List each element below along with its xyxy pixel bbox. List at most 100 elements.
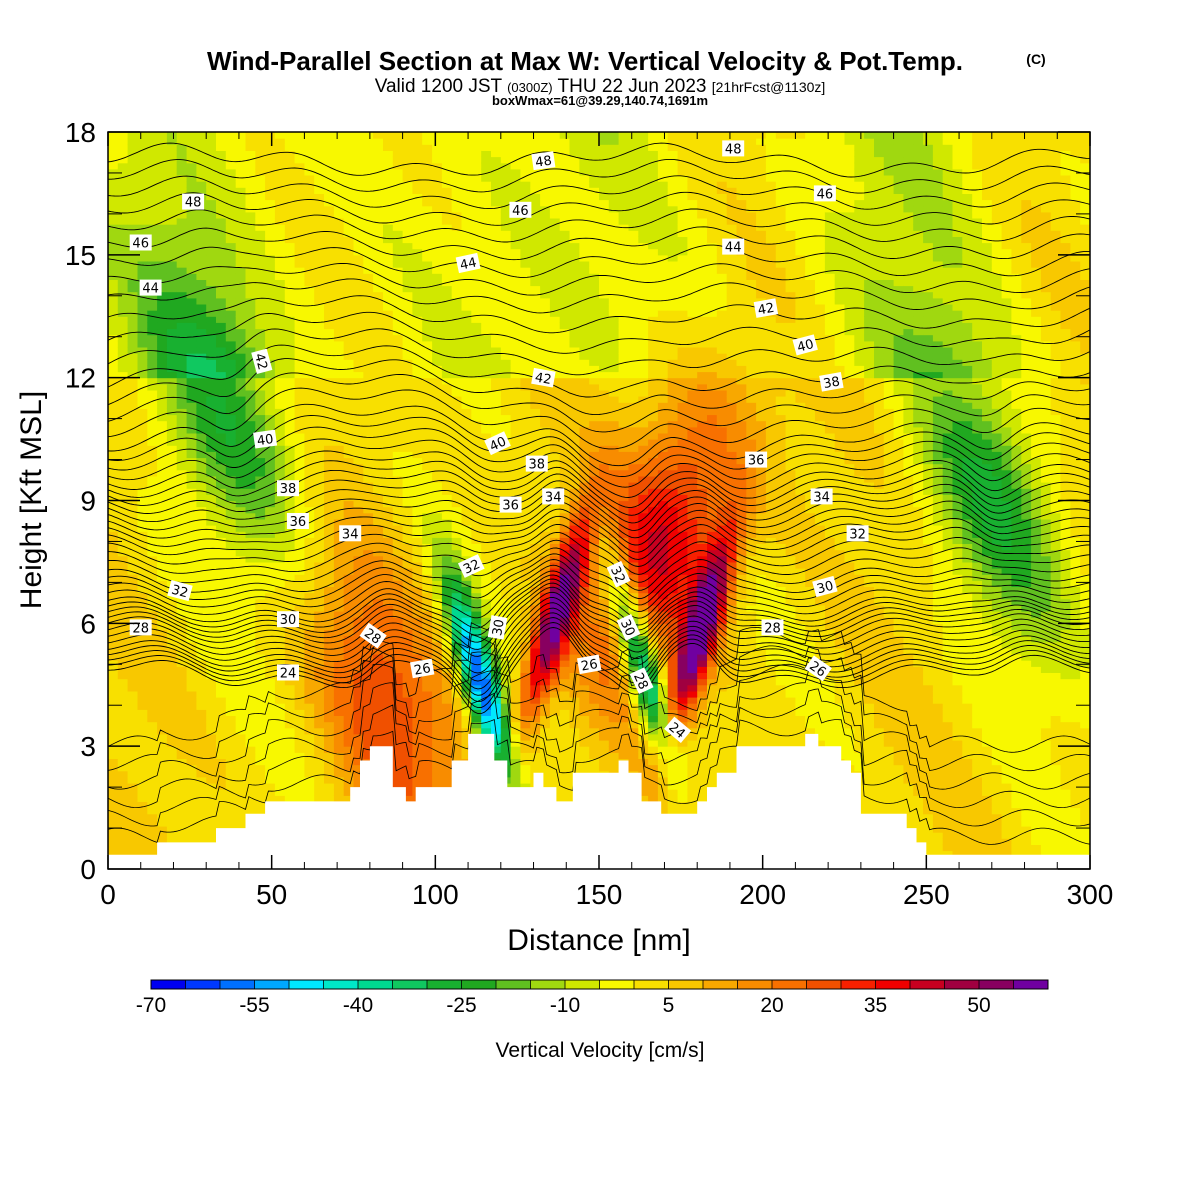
w-cell: [176, 525, 188, 532]
w-cell: [363, 586, 374, 594]
w-cell: [206, 187, 217, 194]
w-cell: [314, 469, 325, 477]
w-cell: [373, 156, 384, 164]
w-cell: [294, 347, 305, 354]
w-cell: [147, 211, 158, 219]
w-cell: [225, 598, 237, 606]
w-cell: [176, 543, 188, 551]
w-cell: [412, 162, 423, 170]
w-cell: [255, 518, 266, 526]
w-cell: [186, 150, 197, 158]
w-cell: [216, 138, 227, 145]
w-cell: [216, 764, 227, 772]
w-cell: [343, 561, 355, 569]
w-cell: [314, 660, 325, 667]
w-cell: [216, 304, 227, 311]
w-cell: [157, 684, 168, 692]
w-cell: [127, 445, 138, 452]
w-cell: [157, 267, 168, 274]
w-cell: [235, 684, 247, 692]
w-cell: [451, 549, 463, 557]
w-cell: [392, 322, 404, 330]
w-cell: [333, 715, 345, 723]
w-cell: [373, 199, 384, 207]
w-cell: [461, 518, 472, 526]
w-cell: [225, 549, 237, 557]
w-cell: [471, 457, 482, 465]
w-cell: [451, 414, 463, 422]
w-cell: [176, 181, 188, 188]
w-cell: [314, 531, 325, 538]
w-cell: [186, 789, 197, 796]
w-cell: [500, 727, 512, 735]
w-cell: [166, 727, 178, 735]
w-cell: [255, 684, 266, 692]
w-cell: [353, 224, 364, 231]
w-cell: [304, 451, 315, 459]
w-cell: [225, 150, 237, 158]
w-cell: [274, 181, 286, 188]
w-cell: [108, 629, 119, 637]
w-cell: [196, 365, 207, 373]
w-cell: [137, 304, 148, 311]
w-cell: [108, 138, 119, 145]
w-cell: [255, 672, 266, 680]
w-cell: [147, 328, 158, 336]
w-cell: [166, 457, 178, 465]
w-cell: [255, 807, 266, 815]
w-cell: [176, 353, 188, 360]
w-cell: [137, 807, 148, 815]
w-cell: [245, 518, 256, 526]
w-cell: [235, 740, 247, 747]
w-cell: [392, 635, 404, 643]
w-cell: [461, 500, 472, 508]
w-cell: [206, 740, 217, 747]
w-cell: [265, 408, 276, 416]
w-cell: [333, 494, 345, 502]
w-cell: [265, 795, 276, 802]
w-cell: [392, 611, 404, 618]
w-cell: [117, 445, 129, 452]
w-cell: [333, 740, 345, 747]
w-cell: [392, 187, 404, 194]
w-cell: [284, 506, 296, 514]
w-cell: [147, 580, 158, 587]
w-cell: [176, 132, 188, 139]
w-cell: [333, 629, 345, 637]
w-cell: [392, 359, 404, 366]
w-cell: [225, 138, 237, 145]
w-cell: [333, 721, 345, 729]
w-cell: [235, 801, 247, 809]
w-cell: [383, 623, 394, 630]
w-cell: [196, 592, 207, 600]
w-cell: [441, 162, 453, 170]
w-cell: [216, 482, 227, 489]
w-cell: [274, 457, 286, 465]
w-cell: [216, 672, 227, 680]
w-cell: [432, 261, 443, 268]
w-cell: [353, 580, 364, 587]
w-cell: [383, 555, 394, 563]
w-cell: [294, 684, 305, 692]
w-cell: [196, 586, 207, 594]
w-cell: [294, 205, 305, 213]
w-cell: [500, 353, 512, 360]
w-cell: [481, 150, 492, 158]
w-cell: [343, 592, 355, 600]
w-cell: [166, 267, 178, 274]
w-cell: [383, 580, 394, 587]
w-cell: [245, 549, 256, 557]
w-cell: [314, 291, 325, 299]
w-cell: [422, 359, 433, 366]
w-cell: [481, 684, 492, 692]
w-cell: [491, 389, 502, 397]
w-cell: [255, 175, 266, 182]
w-cell: [196, 248, 207, 256]
w-cell: [412, 586, 423, 594]
w-cell: [196, 488, 207, 495]
w-cell: [294, 549, 305, 557]
w-cell: [461, 187, 472, 194]
w-cell: [491, 254, 502, 262]
w-cell: [245, 242, 256, 250]
w-cell: [363, 752, 374, 759]
